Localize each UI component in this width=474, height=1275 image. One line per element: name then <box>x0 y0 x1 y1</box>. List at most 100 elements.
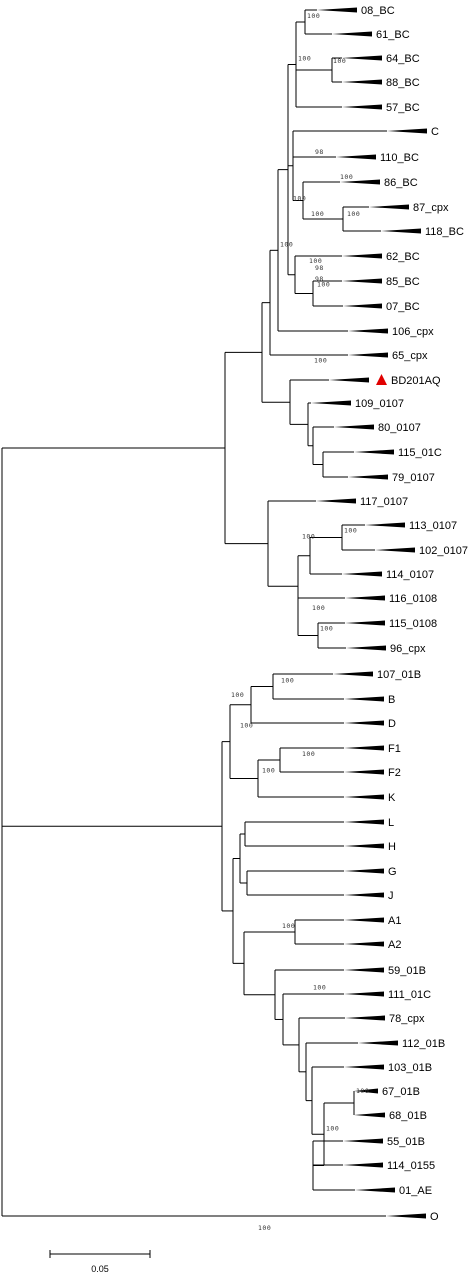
clade-wedge <box>342 571 382 577</box>
tip-label: 65_cpx <box>392 350 428 362</box>
clade-wedge <box>348 352 388 358</box>
tip-label: 113_0107 <box>409 520 457 532</box>
bootstrap-label: 98 <box>315 148 324 156</box>
clade-wedge <box>344 794 384 800</box>
clade-wedge <box>336 154 376 160</box>
tip-label: 62_BC <box>386 251 420 263</box>
clade-wedge <box>344 696 384 702</box>
tip-label: K <box>388 792 396 804</box>
tip-label: H <box>388 841 396 853</box>
clade-wedge <box>345 1015 385 1021</box>
bootstrap-label: 100 <box>313 984 326 992</box>
clade-wedge <box>348 328 388 334</box>
tip-label: 64_BC <box>386 53 420 65</box>
tip-label: 115_0108 <box>389 618 437 630</box>
clade-wedge <box>381 228 421 234</box>
clade-wedge <box>343 1162 383 1168</box>
clade-wedge <box>358 1040 398 1046</box>
clade-wedge <box>354 1112 385 1118</box>
tip-label: 80_0107 <box>378 422 421 434</box>
tip-label: BD201AQ <box>391 375 441 387</box>
clade-wedge <box>342 278 382 284</box>
tip-label: 114_0107 <box>386 569 434 581</box>
tip-label: 118_BC <box>425 226 464 238</box>
clade-wedge <box>332 31 372 37</box>
tip-label: 68_01B <box>389 1110 427 1122</box>
tip-label: 109_0107 <box>355 398 404 410</box>
tip-label: G <box>388 866 397 878</box>
bootstrap-label: 100 <box>314 356 327 364</box>
tip-label: F1 <box>388 743 401 755</box>
tip-label: 57_BC <box>386 102 420 114</box>
clade-wedge <box>355 1187 395 1193</box>
clade-wedge <box>344 745 384 751</box>
clade-wedge <box>316 498 356 504</box>
tip-label: 61_BC <box>376 29 410 41</box>
bootstrap-label: 100 <box>333 57 346 65</box>
tip-label: 86_BC <box>384 177 418 189</box>
bootstrap-label: 100 <box>240 722 253 730</box>
bootstrap-label: 100 <box>312 604 325 612</box>
clade-wedge <box>333 671 373 677</box>
bootstrap-label: 98 <box>315 275 324 283</box>
clade-wedge <box>354 1088 378 1094</box>
clade-wedge <box>386 1213 426 1219</box>
tip-label: J <box>388 890 394 902</box>
clade-wedge <box>311 400 351 406</box>
clade-wedge <box>342 104 382 110</box>
bootstrap-label: 100 <box>311 210 324 218</box>
clade-wedge <box>346 645 386 651</box>
tip-label: 116_0108 <box>389 593 437 605</box>
clade-wedge <box>340 179 380 185</box>
tip-label: 96_cpx <box>390 643 426 655</box>
clade-wedge <box>342 253 382 259</box>
tip-label: 112_01B <box>402 1038 445 1050</box>
tip-label: L <box>388 817 394 829</box>
clade-wedge <box>343 1138 383 1144</box>
clade-wedge <box>345 595 385 601</box>
clade-wedge <box>365 522 405 528</box>
bootstrap-label: 100 <box>326 1124 339 1132</box>
clade-wedge <box>344 1064 384 1070</box>
tip-label: 103_01B <box>388 1062 432 1074</box>
bootstrap-label: 100 <box>309 257 322 265</box>
tip-label: 55_01B <box>387 1136 425 1148</box>
tip-label: 67_01B <box>382 1086 420 1098</box>
tip-label: 106_cpx <box>392 326 434 338</box>
tip-label: 59_01B <box>388 965 426 977</box>
bootstrap-label: 100 <box>280 240 293 248</box>
clade-wedge <box>344 892 384 898</box>
clade-wedge <box>354 449 394 455</box>
tip-label: 117_0107 <box>360 496 408 508</box>
tip-label: D <box>388 718 396 730</box>
tip-label: 08_BC <box>361 5 395 17</box>
bootstrap-label: 100 <box>302 533 315 541</box>
clade-wedge <box>334 424 374 430</box>
clade-wedge <box>375 547 415 553</box>
bootstrap-label: 100 <box>347 210 360 218</box>
tip-label: 79_0107 <box>392 472 435 484</box>
bootstrap-label: 100 <box>281 677 294 685</box>
bootstrap-label: 100 <box>356 1087 369 1095</box>
bootstrap-label: 100 <box>262 767 275 775</box>
tip-label: A2 <box>388 939 401 951</box>
clade-wedge <box>344 917 384 923</box>
clade-wedge <box>342 79 382 85</box>
tip-label: B <box>388 694 395 706</box>
tip-label: F2 <box>388 767 401 779</box>
bootstrap-label: 100 <box>340 173 353 181</box>
tip-label: C <box>431 126 439 138</box>
tip-label: 102_0107 <box>419 545 468 557</box>
tip-label: 107_01B <box>377 669 421 681</box>
clade-wedge <box>344 941 384 947</box>
tip-label: 114_0155 <box>387 1160 435 1172</box>
clade-wedge <box>344 967 384 973</box>
tip-label: 85_BC <box>386 276 420 288</box>
bootstrap-label: 100 <box>307 12 320 20</box>
tip-label: 88_BC <box>386 77 420 89</box>
tip-label: 07_BC <box>386 301 420 313</box>
tip-label: 01_AE <box>399 1185 432 1197</box>
bootstrap-label: 100 <box>344 527 357 535</box>
clade-wedge <box>317 7 357 13</box>
